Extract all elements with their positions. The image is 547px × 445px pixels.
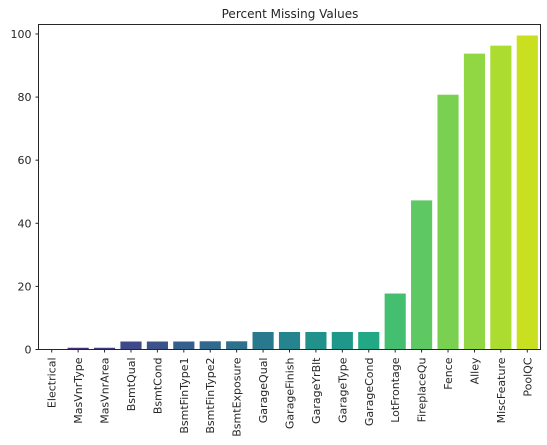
y-tick-label: 60 <box>18 154 32 167</box>
x-tick-label: PoolQC <box>521 357 534 396</box>
bar-FireplaceQu <box>411 200 433 350</box>
x-tick-label: LotFrontage <box>389 357 402 423</box>
bar-BsmtFinType2 <box>199 341 221 350</box>
y-tick-label: 100 <box>11 28 32 41</box>
y-axis: 0 20 40 60 80 100 <box>11 28 39 357</box>
bar-BsmtFinType1 <box>173 341 195 350</box>
bar-BsmtQual <box>120 341 142 350</box>
bar-GarageYrBlt <box>305 331 327 350</box>
y-tick-label: 40 <box>18 217 32 230</box>
x-tick-label: BsmtFinType1 <box>178 358 191 434</box>
x-tick-label: MiscFeature <box>495 357 508 423</box>
bar-GarageFinish <box>278 331 301 350</box>
y-tick-label: 80 <box>18 91 32 104</box>
x-tick-label: BsmtFinType2 <box>204 358 217 434</box>
bar-MiscFeature <box>490 45 512 350</box>
bar-BsmtCond <box>146 341 168 350</box>
plot-area <box>41 35 538 350</box>
y-tick-label: 20 <box>18 280 32 293</box>
bar-MasVnrType <box>67 347 89 350</box>
bar-BsmtExposure <box>226 341 248 350</box>
x-axis: Electrical MasVnrType MasVnrArea BsmtQual Bs… <box>46 349 534 437</box>
x-tick-label: GarageCond <box>363 358 376 427</box>
x-tick-label: GarageQual <box>257 358 270 424</box>
y-tick-label: 0 <box>25 344 32 357</box>
x-tick-label: MasVnrType <box>72 357 85 423</box>
x-tick-label: FireplaceQu <box>416 358 429 423</box>
x-tick-label: Alley <box>468 357 481 384</box>
x-tick-label: GarageFinish <box>284 357 297 429</box>
x-tick-label: Fence <box>442 357 455 390</box>
x-tick-label: Electrical <box>46 358 59 409</box>
bar-GarageCond <box>358 331 380 350</box>
x-tick-label: BsmtCond <box>151 358 164 415</box>
bar-Alley <box>463 53 486 350</box>
x-tick-label: GarageType <box>336 357 349 423</box>
x-tick-label: GarageYrBlt <box>310 357 323 424</box>
bar-Fence <box>437 94 459 350</box>
bar-GarageType <box>331 331 353 350</box>
bar-LotFrontage <box>384 293 406 350</box>
bar-GarageQual <box>252 331 274 350</box>
plot-frame <box>38 24 541 350</box>
x-tick-label: MasVnrArea <box>99 358 112 424</box>
x-tick-label: BsmtQual <box>125 358 138 412</box>
chart-title: Percent Missing Values <box>222 7 359 21</box>
x-tick-label: BsmtExposure <box>231 357 244 436</box>
bar-PoolQC <box>516 35 538 350</box>
bar-MasVnrArea <box>93 347 116 350</box>
